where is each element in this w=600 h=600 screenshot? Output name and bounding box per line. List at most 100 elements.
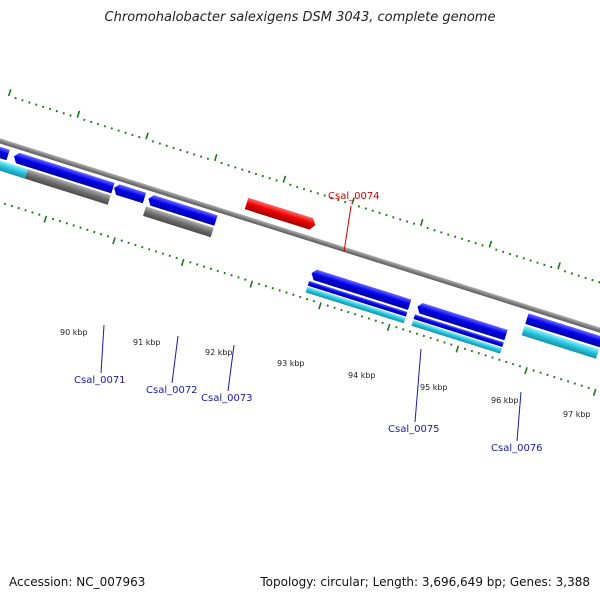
minor-tick xyxy=(193,153,196,156)
minor-tick xyxy=(3,202,7,206)
minor-tick xyxy=(38,213,41,216)
scale-label: 91 kbp xyxy=(133,338,161,347)
minor-tick xyxy=(433,228,436,232)
minor-tick xyxy=(10,204,13,208)
minor-tick xyxy=(41,105,45,109)
minor-tick xyxy=(206,157,210,160)
minor-tick xyxy=(539,371,542,374)
minor-tick xyxy=(21,99,24,102)
minor-tick xyxy=(237,276,240,279)
scale-label: 97 kbp xyxy=(563,410,591,419)
minor-tick xyxy=(189,261,192,264)
minor-tick xyxy=(591,278,594,282)
major-tick xyxy=(524,367,528,375)
minor-tick xyxy=(316,192,319,195)
minor-tick xyxy=(299,295,302,299)
minor-tick xyxy=(103,125,107,128)
minor-tick xyxy=(412,222,416,225)
gray-band xyxy=(24,169,111,205)
cds-band xyxy=(305,286,406,324)
minor-tick xyxy=(17,206,20,210)
minor-tick xyxy=(51,217,55,221)
minor-tick xyxy=(570,272,574,275)
minor-tick xyxy=(86,228,89,232)
minor-tick xyxy=(165,144,168,148)
minor-tick xyxy=(241,168,244,171)
minor-tick xyxy=(587,386,590,390)
minor-tick xyxy=(385,213,388,217)
genome-backbone xyxy=(0,88,600,395)
minor-tick xyxy=(522,257,525,260)
minor-tick xyxy=(515,254,519,258)
accession-text: Accession: NC_007963 xyxy=(9,575,146,589)
minor-tick xyxy=(566,380,570,383)
minor-tick xyxy=(141,245,144,249)
minor-tick xyxy=(35,103,38,106)
minor-tick xyxy=(99,232,103,236)
gene-label-csal-0075[interactable]: Csal_0075 xyxy=(388,424,440,435)
gene-arrow-csal-0076 xyxy=(417,303,508,341)
minor-tick xyxy=(364,207,368,210)
major-tick xyxy=(180,258,185,267)
minor-tick xyxy=(453,235,457,238)
minor-tick xyxy=(83,118,86,122)
gene-arrow-csal-0071 xyxy=(13,152,115,194)
scale-label: 94 kbp xyxy=(348,371,376,380)
minor-tick xyxy=(395,326,398,329)
gene-label-csal-0076[interactable]: Csal_0076 xyxy=(491,443,543,454)
minor-tick xyxy=(247,170,251,173)
reverse-genes xyxy=(0,138,600,348)
major-tick xyxy=(282,175,287,183)
major-tick xyxy=(455,345,460,353)
minor-tick xyxy=(467,239,471,243)
minor-tick xyxy=(148,248,151,251)
major-tick xyxy=(7,89,12,97)
minor-tick xyxy=(505,360,508,364)
minor-tick xyxy=(209,267,213,271)
gene-label-csal-0072[interactable]: Csal_0072 xyxy=(146,385,198,396)
minor-tick xyxy=(508,252,512,256)
minor-tick xyxy=(106,235,110,238)
major-tick xyxy=(249,280,254,288)
minor-tick xyxy=(110,127,113,130)
map-title: Chromohalobacter salexigens DSM 3043, co… xyxy=(104,10,496,25)
minor-tick xyxy=(261,174,264,178)
minor-tick xyxy=(268,177,271,180)
minor-tick xyxy=(543,263,546,267)
minor-tick xyxy=(124,131,127,135)
cds-band xyxy=(411,319,502,354)
minor-tick xyxy=(296,185,299,189)
gene-label-csal-0071[interactable]: Csal_0071 xyxy=(74,375,126,386)
minor-tick xyxy=(161,252,165,255)
minor-tick xyxy=(138,135,141,139)
major-tick xyxy=(43,215,48,223)
minor-tick xyxy=(367,317,371,320)
minor-tick xyxy=(577,274,580,277)
minor-tick xyxy=(289,183,292,186)
minor-tick xyxy=(378,211,381,215)
blue-band xyxy=(307,280,408,317)
minor-tick xyxy=(202,265,206,268)
minor-tick xyxy=(48,107,52,111)
minor-tick xyxy=(399,218,402,221)
minor-tick xyxy=(344,200,347,204)
minor-tick xyxy=(312,300,316,303)
minor-tick xyxy=(271,287,274,290)
minor-tick xyxy=(463,347,467,351)
major-tick xyxy=(488,240,493,248)
minor-tick xyxy=(154,250,158,253)
minor-tick xyxy=(151,140,155,143)
major-tick xyxy=(419,218,424,227)
minor-tick xyxy=(440,231,443,234)
minor-tick xyxy=(131,133,134,137)
scale-label: 96 kbp xyxy=(491,396,519,405)
minor-tick xyxy=(55,109,58,113)
gene-arrow-csal-0074 xyxy=(244,197,316,230)
minor-tick xyxy=(230,274,233,277)
minor-tick xyxy=(550,265,553,269)
gene-label-csal-0073[interactable]: Csal_0073 xyxy=(201,393,253,404)
gene-label-csal-0074[interactable]: Csal_0074 xyxy=(328,191,380,202)
minor-tick xyxy=(580,384,583,387)
gene-arrow-right-edge xyxy=(525,313,600,348)
minor-tick xyxy=(120,239,123,242)
